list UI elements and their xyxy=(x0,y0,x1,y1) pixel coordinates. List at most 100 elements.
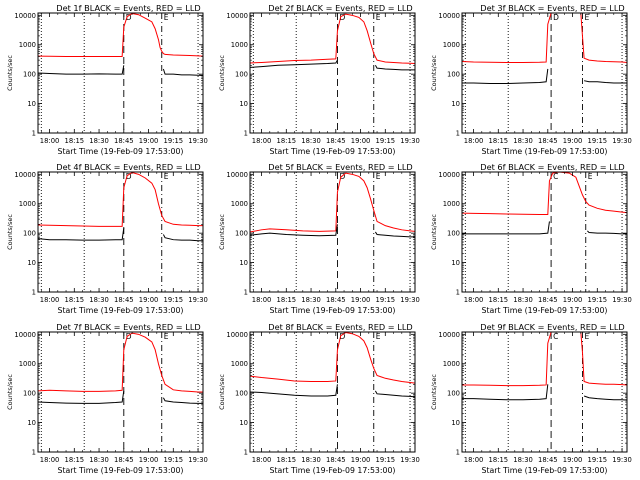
y-tick-label: 10000 xyxy=(226,331,248,339)
chart-panel: Det 7f BLACK = Events, RED = LLD Counts/s… xyxy=(6,322,208,475)
y-axis-label: Counts/sec xyxy=(6,374,14,410)
phase-marker-label: E xyxy=(376,13,381,22)
x-tick-label: 18:45 xyxy=(326,456,346,464)
x-tick-label: 19:15 xyxy=(588,137,608,145)
y-tick-label: 1 xyxy=(456,289,460,297)
x-tick-label: 19:00 xyxy=(563,296,583,304)
x-tick-label: 19:00 xyxy=(563,137,583,145)
x-tick-label: 19:30 xyxy=(400,137,420,145)
y-tick-label: 1000 xyxy=(443,360,460,368)
y-axis-label: Counts/sec xyxy=(218,374,226,410)
y-tick-label: 1000 xyxy=(19,360,36,368)
x-tick-label: 18:15 xyxy=(489,456,509,464)
series-line-red xyxy=(250,172,415,233)
chart-panel: Det 9f BLACK = Events, RED = LLD Counts/s… xyxy=(430,322,632,475)
series-line-black xyxy=(38,390,203,404)
x-tick-label: 18:15 xyxy=(277,456,297,464)
y-tick-label: 100 xyxy=(23,230,36,238)
y-tick-label: 1000 xyxy=(19,200,36,208)
y-tick-label: 10000 xyxy=(438,171,460,179)
x-tick-label: 19:00 xyxy=(139,456,159,464)
x-tick-label: 18:45 xyxy=(114,296,134,304)
x-tick-label: 18:45 xyxy=(326,137,346,145)
y-tick-label: 10000 xyxy=(226,12,248,20)
x-tick-label: 18:00 xyxy=(464,456,484,464)
y-tick-label: 1000 xyxy=(231,360,248,368)
phase-marker-label: C xyxy=(553,172,558,181)
y-axis-label: Counts/sec xyxy=(218,214,226,250)
x-tick-label: 18:15 xyxy=(65,456,85,464)
x-tick-label: 18:30 xyxy=(513,456,533,464)
chart-title: Det 3f BLACK = Events, RED = LLD xyxy=(480,3,624,13)
x-tick-label: 18:15 xyxy=(277,137,297,145)
chart-panel: Det 4f BLACK = Events, RED = LLD Counts/s… xyxy=(6,162,208,315)
x-tick-label: 19:15 xyxy=(376,137,396,145)
y-tick-label: 100 xyxy=(447,390,460,398)
x-tick-label: 18:15 xyxy=(65,137,85,145)
x-tick-label: 18:30 xyxy=(301,456,321,464)
x-tick-label: 18:30 xyxy=(513,296,533,304)
x-tick-label: 18:15 xyxy=(489,137,509,145)
x-tick-label: 19:30 xyxy=(612,456,632,464)
chart-panel: Det 2f BLACK = Events, RED = LLD Counts/s… xyxy=(218,3,420,156)
x-tick-label: 19:30 xyxy=(188,296,208,304)
plot-frame xyxy=(37,331,204,453)
series-line-black xyxy=(462,221,627,235)
y-tick-label: 1000 xyxy=(19,41,36,49)
x-tick-label: 19:00 xyxy=(351,296,371,304)
x-tick-label: 18:30 xyxy=(89,137,109,145)
x-tick-label: 18:15 xyxy=(277,296,297,304)
plot-frame xyxy=(249,171,416,293)
y-tick-label: 100 xyxy=(235,230,248,238)
series-line-black xyxy=(462,68,627,85)
y-tick-label: 100 xyxy=(235,71,248,79)
plot-frame xyxy=(37,171,204,293)
x-tick-label: 19:15 xyxy=(164,296,184,304)
y-tick-label: 1 xyxy=(456,449,460,457)
y-tick-label: 10 xyxy=(27,100,36,108)
x-axis-label: Start Time (19-Feb-09 17:53:00) xyxy=(270,466,396,475)
series-line-black xyxy=(250,384,415,398)
x-axis-label: Start Time (19-Feb-09 17:53:00) xyxy=(482,147,608,156)
y-tick-label: 10000 xyxy=(226,171,248,179)
chart-title: Det 2f BLACK = Events, RED = LLD xyxy=(268,3,412,13)
phase-marker-label: D xyxy=(126,332,132,341)
series-line-black xyxy=(250,59,415,71)
x-axis-label: Start Time (19-Feb-09 17:53:00) xyxy=(270,147,396,156)
chart-panel: Det 6f BLACK = Events, RED = LLD Counts/s… xyxy=(430,162,632,315)
series-line-black xyxy=(38,65,203,77)
x-tick-label: 19:30 xyxy=(188,456,208,464)
y-axis-label: Counts/sec xyxy=(430,214,438,250)
chart-title: Det 7f BLACK = Events, RED = LLD xyxy=(56,322,200,332)
chart-title: Det 8f BLACK = Events, RED = LLD xyxy=(268,322,412,332)
x-tick-label: 19:15 xyxy=(164,456,184,464)
y-tick-label: 1000 xyxy=(231,200,248,208)
phase-marker-label: E xyxy=(164,13,169,22)
y-tick-label: 10 xyxy=(451,259,460,267)
series-line-red xyxy=(250,13,415,65)
x-axis-label: Start Time (19-Feb-09 17:53:00) xyxy=(58,466,184,475)
phase-marker-label: D xyxy=(339,332,345,341)
y-tick-label: 100 xyxy=(235,390,248,398)
x-axis-label: Start Time (19-Feb-09 17:53:00) xyxy=(482,306,608,315)
x-tick-label: 19:00 xyxy=(563,456,583,464)
y-tick-label: 100 xyxy=(23,390,36,398)
y-tick-label: 1 xyxy=(32,449,36,457)
x-tick-label: 19:30 xyxy=(400,456,420,464)
x-tick-label: 18:15 xyxy=(489,296,509,304)
x-tick-label: 18:30 xyxy=(513,137,533,145)
y-tick-label: 100 xyxy=(447,230,460,238)
plot-frame xyxy=(461,171,628,293)
chart-title: Det 4f BLACK = Events, RED = LLD xyxy=(56,162,200,172)
series-line-red xyxy=(38,332,203,393)
series-line-red xyxy=(38,172,203,227)
y-tick-label: 1000 xyxy=(443,41,460,49)
x-tick-label: 19:30 xyxy=(400,296,420,304)
x-tick-label: 19:00 xyxy=(139,296,159,304)
chart-panel: Det 8f BLACK = Events, RED = LLD Counts/s… xyxy=(218,322,420,475)
x-axis-label: Start Time (19-Feb-09 17:53:00) xyxy=(58,147,184,156)
chart-panel: Det 3f BLACK = Events, RED = LLD Counts/s… xyxy=(430,3,632,156)
y-tick-label: 1 xyxy=(32,289,36,297)
y-tick-label: 10 xyxy=(239,100,248,108)
